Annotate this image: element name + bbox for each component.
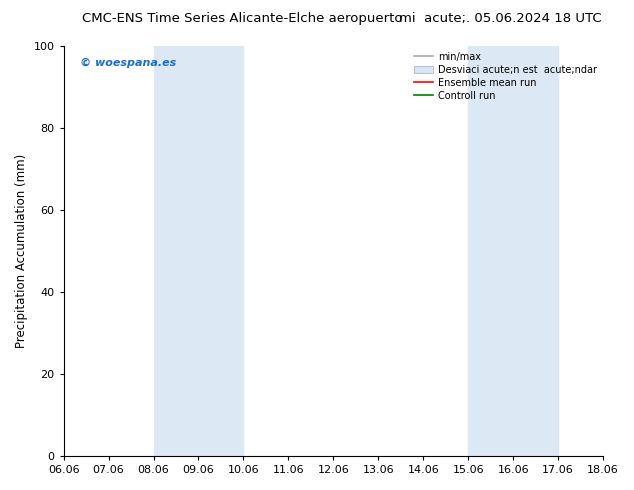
Text: © woespana.es: © woespana.es xyxy=(80,58,176,68)
Bar xyxy=(153,46,243,456)
Text: CMC-ENS Time Series Alicante-Elche aeropuerto: CMC-ENS Time Series Alicante-Elche aerop… xyxy=(82,12,403,25)
Legend: min/max, Desviaci acute;n est  acute;ndar, Ensemble mean run, Controll run: min/max, Desviaci acute;n est acute;ndar… xyxy=(410,48,601,104)
Y-axis label: Precipitation Accumulation (mm): Precipitation Accumulation (mm) xyxy=(15,154,28,348)
Text: mi  acute;. 05.06.2024 18 UTC: mi acute;. 05.06.2024 18 UTC xyxy=(399,12,602,25)
Bar xyxy=(469,46,558,456)
